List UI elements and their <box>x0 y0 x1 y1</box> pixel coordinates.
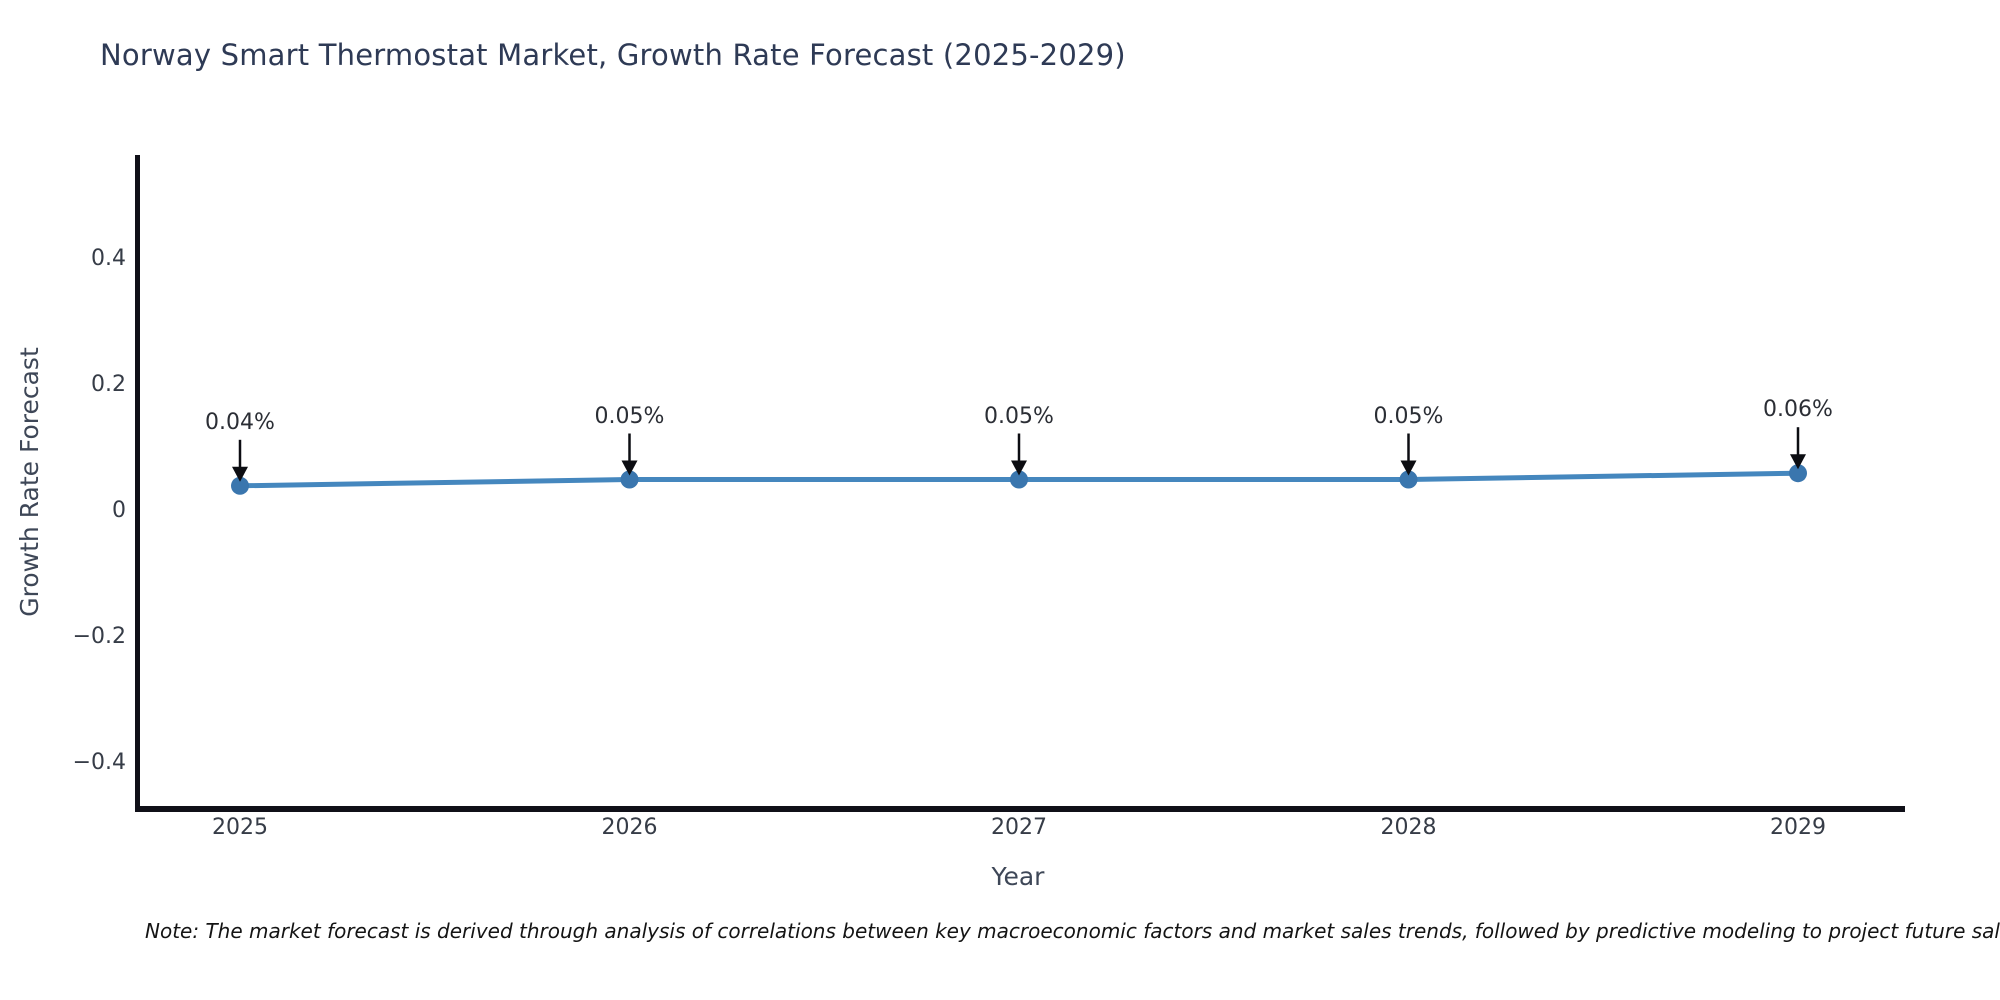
y-tick-label: 0 <box>112 498 126 523</box>
data-point-2026 <box>620 470 639 489</box>
data-point-label: 0.05% <box>594 403 665 429</box>
x-axis-spine <box>135 806 1905 812</box>
annotation-arrowhead-icon <box>1400 460 1417 476</box>
y-axis-title: Growth Rate Forecast <box>15 347 44 617</box>
data-point-2028 <box>1399 470 1418 489</box>
annotation-arrowhead-icon <box>1011 460 1027 476</box>
y-tick-label: 0.2 <box>91 372 126 397</box>
x-axis-title: Year <box>991 862 1045 891</box>
annotation-arrowhead-icon <box>232 466 248 482</box>
x-tick-label: 2025 <box>212 815 268 840</box>
data-point-2025 <box>231 476 249 495</box>
y-tick-label: −0.2 <box>72 624 126 649</box>
data-point-label: 0.05% <box>984 403 1054 429</box>
annotation-arrowhead-icon <box>1790 454 1806 470</box>
data-point-label: 0.04% <box>205 409 275 435</box>
x-tick-label: 2029 <box>1770 815 1826 840</box>
x-tick-label: 2027 <box>991 815 1047 840</box>
y-tick-label: −0.4 <box>72 750 126 775</box>
line-series-plot <box>231 427 1807 495</box>
chart-title: Norway Smart Thermostat Market, Growth R… <box>100 38 1126 72</box>
y-tick-label: 0.4 <box>91 246 126 271</box>
annotation-arrowhead-icon <box>621 460 638 476</box>
data-point-label: 0.06% <box>1763 397 1833 423</box>
data-point-2029 <box>1789 464 1807 483</box>
data-point-label: 0.05% <box>1373 403 1444 429</box>
x-tick-label: 2028 <box>1380 815 1437 840</box>
data-point-2027 <box>1010 470 1028 489</box>
x-tick-label: 2026 <box>601 815 658 840</box>
footnote: Note: The market forecast is derived thr… <box>145 919 2000 943</box>
y-axis-spine <box>135 155 140 812</box>
